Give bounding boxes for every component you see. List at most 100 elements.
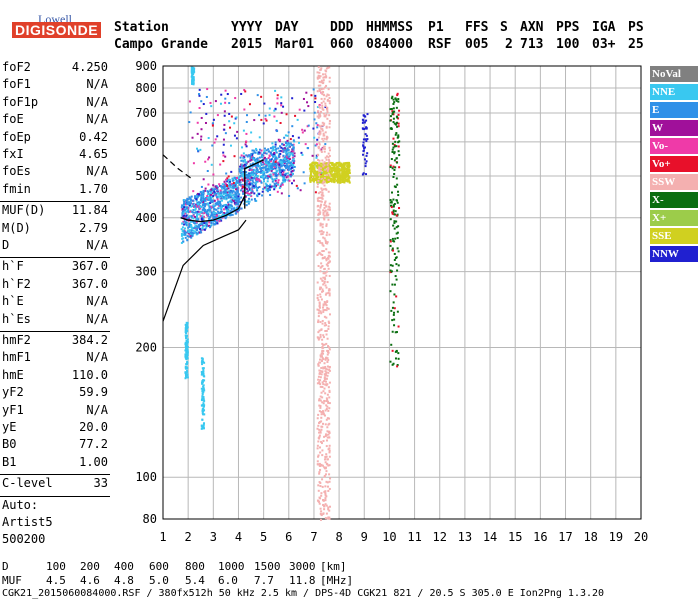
x-tick-label: 12 — [433, 530, 447, 544]
echo-point — [258, 156, 261, 159]
echo-point — [260, 118, 263, 121]
echo-point — [197, 218, 200, 221]
echo-point — [200, 196, 203, 199]
echo-point — [334, 168, 337, 171]
echo-point — [321, 454, 324, 457]
echo-point — [397, 125, 400, 128]
echo-point — [274, 172, 277, 175]
echo-point — [396, 231, 399, 234]
echo-point — [247, 186, 250, 189]
echo-point — [186, 235, 189, 238]
x-tick-label: 9 — [361, 530, 368, 544]
echo-point — [202, 397, 205, 400]
footer-file-line: CGK21_2015060084000.RSF / 380fx512h 50 k… — [2, 588, 605, 599]
echo-point — [232, 197, 235, 200]
echo-point — [327, 371, 330, 374]
echo-point — [200, 128, 203, 131]
echo-point — [276, 97, 279, 100]
param-row: yF1 N/A — [2, 403, 108, 419]
echo-point — [236, 182, 239, 185]
echo-point — [232, 186, 235, 189]
echo-point — [236, 187, 239, 190]
echo-point — [184, 323, 187, 326]
echo-point — [298, 108, 301, 111]
echo-point — [323, 164, 326, 167]
echo-point — [318, 230, 321, 233]
echo-point — [330, 170, 333, 173]
echo-point — [319, 376, 322, 379]
echo-point — [251, 190, 254, 193]
echo-point — [212, 173, 215, 176]
echo-point — [389, 290, 392, 293]
echo-point — [224, 101, 227, 104]
echo-point — [185, 373, 188, 376]
logo-digisonde: DIGISONDE — [12, 22, 102, 38]
echo-point — [319, 253, 322, 256]
echo-point — [309, 172, 312, 175]
echo-point — [394, 186, 397, 189]
echo-point — [281, 170, 284, 173]
echo-point — [221, 213, 224, 216]
echo-point — [390, 204, 393, 207]
echo-point — [396, 365, 399, 368]
echo-point — [222, 214, 225, 217]
echo-point — [227, 190, 230, 193]
echo-point — [301, 131, 304, 134]
footer-distance-value: 3000 — [289, 560, 316, 573]
echo-point — [188, 121, 191, 124]
param-row: B1 1.00 — [2, 455, 108, 471]
echo-point — [198, 93, 201, 96]
echo-point — [203, 228, 206, 231]
echo-point — [219, 195, 222, 198]
echo-point — [269, 183, 272, 186]
echo-point — [246, 176, 249, 179]
echo-point — [187, 208, 190, 211]
header-value: Campo Grande — [114, 37, 208, 52]
echo-point — [285, 176, 288, 179]
echo-point — [227, 209, 230, 212]
echo-point — [202, 199, 205, 202]
echo-point — [259, 167, 262, 170]
echo-point — [327, 267, 330, 270]
echo-point — [317, 196, 320, 199]
echo-point — [240, 163, 243, 166]
echo-point — [311, 162, 314, 165]
echo-point — [245, 200, 248, 203]
echo-point — [313, 163, 316, 166]
param-row: foF1p N/A — [2, 95, 108, 111]
echo-point — [202, 371, 205, 374]
echo-point — [181, 226, 184, 229]
echo-point — [323, 267, 326, 270]
echo-point — [320, 233, 323, 236]
echo-point — [214, 216, 217, 219]
echo-point — [232, 190, 235, 193]
echo-point — [223, 204, 226, 207]
echo-point — [239, 171, 242, 174]
echo-point — [228, 181, 231, 184]
echo-point — [184, 203, 187, 206]
echo-point — [245, 171, 248, 174]
echo-point — [391, 113, 394, 116]
echo-point — [253, 119, 256, 122]
echo-point — [186, 323, 189, 326]
echo-point — [278, 186, 281, 189]
echo-point — [194, 211, 197, 214]
echo-point — [248, 167, 251, 170]
echo-point — [342, 162, 345, 165]
echo-point — [333, 167, 336, 170]
echo-point — [263, 147, 266, 150]
echo-point — [319, 75, 322, 78]
echo-point — [339, 165, 342, 168]
echo-point — [249, 172, 252, 175]
echo-point — [392, 210, 395, 213]
echo-point — [256, 164, 259, 167]
echo-point — [238, 200, 241, 203]
echo-point — [396, 269, 399, 272]
echo-point — [397, 150, 400, 153]
echo-point — [205, 198, 208, 201]
echo-point — [327, 307, 330, 310]
echo-point — [268, 150, 271, 153]
echo-point — [219, 102, 222, 105]
legend-item: NNW — [650, 246, 698, 262]
